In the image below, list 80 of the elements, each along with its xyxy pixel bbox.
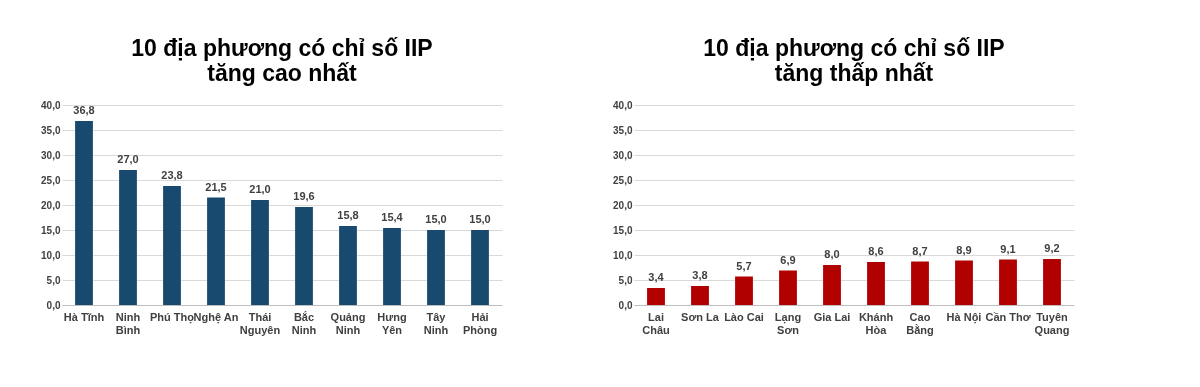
- bar: [427, 230, 445, 305]
- data-label: 9,1: [1000, 242, 1016, 255]
- x-tick-label: Ninh Bình: [115, 310, 141, 336]
- y-tick-label: 5,0: [46, 274, 61, 286]
- bar: [823, 265, 841, 305]
- bar: [691, 286, 709, 305]
- x-tick-label: Phú Thọ: [150, 310, 195, 324]
- x-tick-label: Hà Tĩnh: [63, 310, 105, 323]
- bar: [383, 228, 401, 305]
- y-tick-label: 5,0: [618, 274, 633, 286]
- data-label: 27,0: [117, 153, 139, 165]
- bar: [867, 262, 885, 305]
- data-label: 6,9: [780, 253, 796, 266]
- y-tick-label: 15,0: [613, 224, 633, 236]
- y-tick-label: 15,0: [41, 224, 61, 236]
- data-label: 21,5: [205, 180, 227, 193]
- data-label: 3,4: [648, 271, 665, 283]
- data-label: 8,6: [868, 245, 884, 257]
- x-tick-label: Cần Thơ: [985, 310, 1031, 323]
- data-label: 15,0: [469, 213, 491, 225]
- x-tick-label: Khánh Hòa: [858, 310, 894, 336]
- data-label: 8,7: [912, 244, 928, 257]
- y-tick-label: 35,0: [613, 124, 633, 136]
- chart-title: 10 địa phương có chỉ số IIP tăng cao nhất: [131, 35, 433, 86]
- chart-title: 10 địa phương có chỉ số IIP tăng thấp nhất: [703, 35, 1005, 86]
- bar: [207, 197, 225, 305]
- bar: [999, 259, 1017, 305]
- x-tick-label: Gia Lai: [813, 310, 851, 323]
- x-tick-label: Hưng Yên: [377, 310, 407, 336]
- data-label: 21,0: [249, 183, 271, 195]
- x-tick-label: Tây Ninh: [423, 310, 449, 336]
- bar: [251, 200, 269, 305]
- x-tick-label: Quảng Ninh: [330, 310, 366, 336]
- bar: [647, 288, 665, 305]
- data-label: 23,8: [161, 169, 183, 181]
- y-tick-label: 0,0: [618, 299, 633, 311]
- y-tick-label: 25,0: [613, 174, 633, 186]
- data-label: 3,8: [692, 269, 708, 281]
- x-tick-label: Cao Bằng: [906, 310, 934, 336]
- x-tick-label: Hải Phòng: [462, 310, 498, 336]
- bar: [163, 186, 181, 305]
- y-tick-label: 35,0: [41, 124, 61, 136]
- x-tick-label: Tuyên Quang: [1034, 310, 1070, 336]
- bar: [911, 261, 929, 305]
- y-tick-label: 30,0: [613, 149, 633, 161]
- x-tick-label: Sơn La: [681, 310, 720, 323]
- bar: [75, 121, 93, 305]
- y-tick-label: 10,0: [41, 249, 61, 261]
- data-label: 5,7: [736, 259, 752, 272]
- y-tick-label: 25,0: [41, 174, 61, 186]
- data-label: 19,6: [293, 190, 315, 202]
- y-tick-label: 0,0: [46, 299, 61, 311]
- x-tick-label: Thái Nguyên: [239, 310, 281, 336]
- bar: [471, 230, 489, 305]
- data-label: 15,8: [337, 209, 359, 221]
- y-tick-label: 20,0: [613, 199, 633, 211]
- x-tick-label: Bắc Ninh: [291, 310, 317, 336]
- bar: [295, 207, 313, 305]
- bar: [779, 270, 797, 305]
- data-label: 15,0: [425, 213, 447, 225]
- x-tick-label: Nghệ An: [193, 310, 239, 324]
- bar: [119, 170, 137, 305]
- data-label: 36,8: [73, 104, 95, 116]
- bar: [955, 260, 973, 305]
- data-label: 8,9: [956, 243, 972, 256]
- data-label: 9,2: [1044, 242, 1060, 254]
- x-tick-label: Hà Nội: [946, 310, 982, 324]
- data-label: 8,0: [824, 248, 840, 260]
- x-tick-label: Lai Châu: [642, 310, 670, 336]
- data-label: 15,4: [381, 211, 404, 223]
- bar: [735, 276, 753, 305]
- y-tick-label: 20,0: [41, 199, 61, 211]
- y-tick-label: 30,0: [41, 149, 61, 161]
- y-tick-label: 10,0: [613, 249, 633, 261]
- bar: [339, 226, 357, 305]
- x-tick-label: Lạng Sơn: [774, 310, 802, 336]
- bar: [1043, 259, 1061, 305]
- y-tick-label: 40,0: [613, 99, 633, 111]
- x-tick-label: Lào Cai: [724, 310, 764, 323]
- y-tick-label: 40,0: [41, 99, 61, 111]
